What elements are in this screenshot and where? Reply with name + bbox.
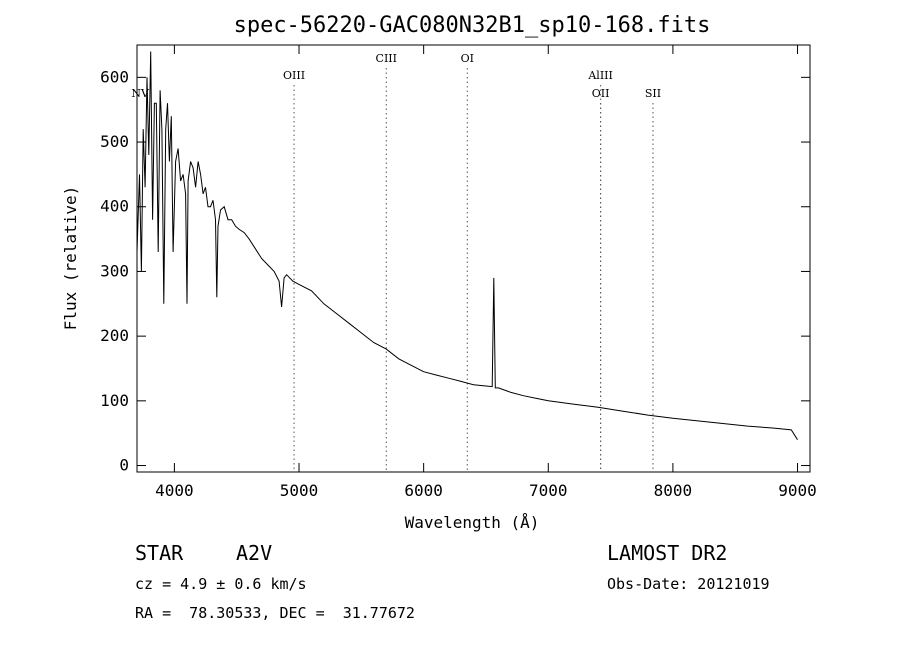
line-annotation-label: AlIII	[587, 69, 613, 82]
line-annotation-label: CIII	[376, 52, 397, 65]
y-tick-label: 400	[100, 197, 129, 216]
y-tick-label: 0	[119, 456, 129, 475]
coordinates: RA = 78.30533, DEC = 31.77672	[135, 604, 415, 622]
y-tick-label: 100	[100, 391, 129, 410]
y-tick-label: 500	[100, 132, 129, 151]
x-tick-label: 9000	[778, 481, 817, 500]
y-axis-label: Flux (relative)	[61, 186, 80, 331]
subclass: A2V	[236, 541, 273, 565]
chart-title: spec-56220-GAC080N32B1_sp10-168.fits	[234, 13, 711, 38]
x-axis-label: Wavelength (Å)	[405, 513, 540, 532]
obs-date: Obs-Date: 20121019	[607, 575, 770, 593]
plot-frame	[136, 44, 811, 473]
line-annotation-label: SII	[645, 87, 661, 100]
line-annotation-label: OIII	[283, 69, 305, 82]
redshift-cz: cz = 4.9 ± 0.6 km/s	[135, 575, 307, 593]
line-annotation-label: OII	[592, 87, 610, 100]
object-type: STAR	[135, 541, 184, 565]
line-annotation-label: NV	[131, 87, 150, 100]
y-tick-label: 200	[100, 326, 129, 345]
x-tick-label: 5000	[280, 481, 319, 500]
x-tick-label: 4000	[155, 481, 194, 500]
x-tick-label: 6000	[404, 481, 443, 500]
line-annotations: NV OIII CIII OI AlIII OII SII	[131, 52, 661, 472]
spectrum-line	[136, 51, 798, 440]
x-tick-label: 8000	[654, 481, 693, 500]
y-tick-label: 300	[100, 261, 129, 280]
survey-name: LAMOST DR2	[607, 541, 728, 565]
line-annotation-label: OI	[461, 52, 474, 65]
axis-ticks: 4000 5000 6000 7000 8000 9000 0 100 200 300 400 500…	[100, 45, 817, 500]
y-tick-label: 600	[100, 67, 129, 86]
x-tick-label: 7000	[529, 481, 568, 500]
